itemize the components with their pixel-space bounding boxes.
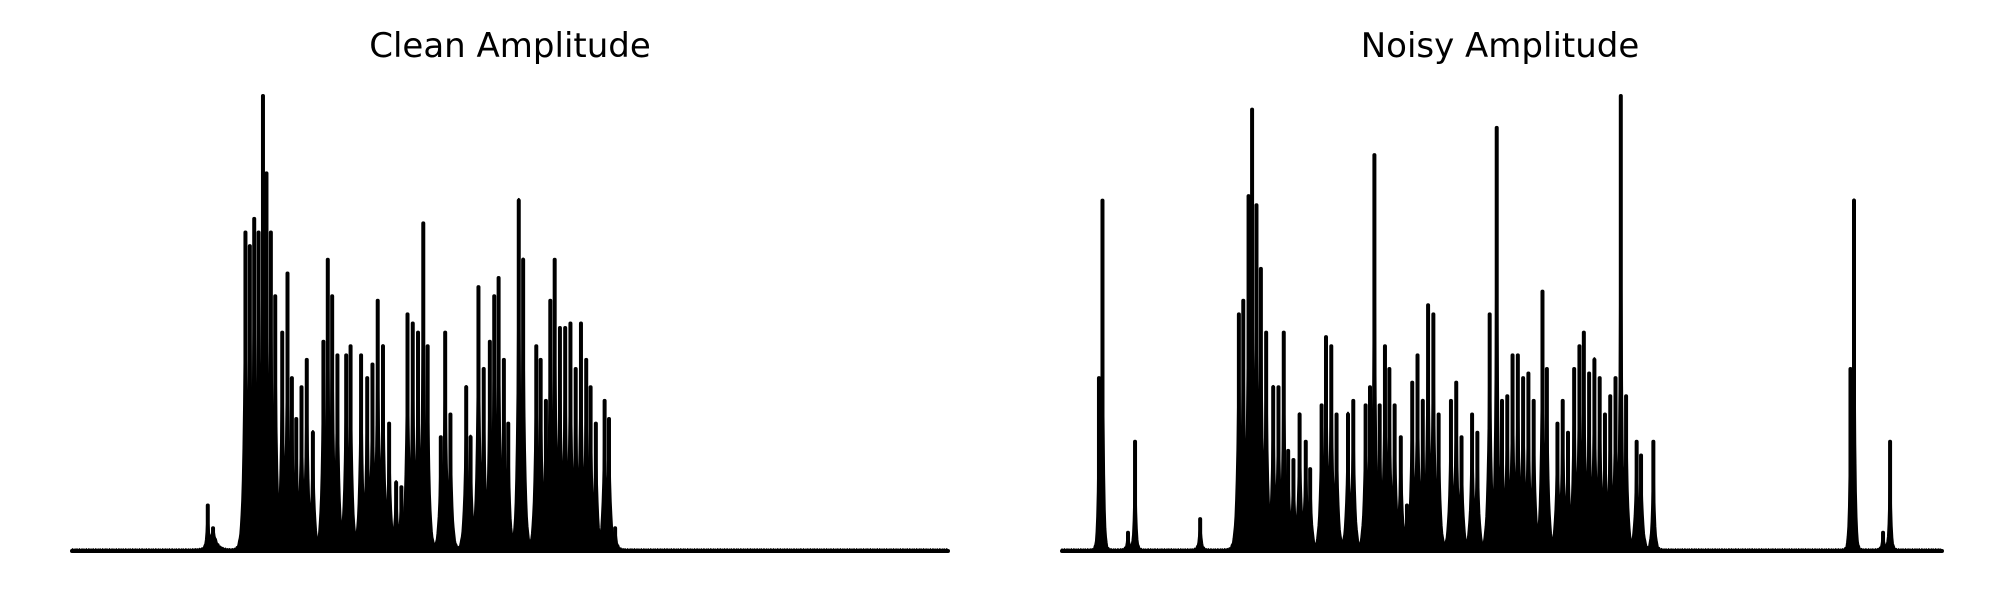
clean-amplitude-panel: Clean Amplitude (70, 26, 950, 553)
clean-amplitude-plot (70, 94, 950, 553)
noisy-amplitude-panel: Noisy Amplitude (1060, 26, 1944, 553)
noisy-amplitude-plot (1060, 94, 1944, 553)
clean-amplitude-title: Clean Amplitude (369, 26, 651, 66)
noisy-amplitude-title: Noisy Amplitude (1361, 26, 1640, 66)
